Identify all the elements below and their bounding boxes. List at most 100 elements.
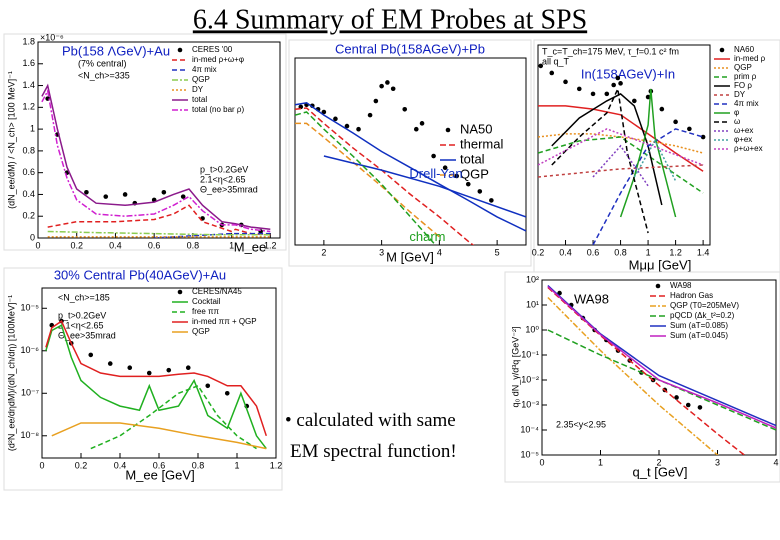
chart-title: In(158AGeV)+In bbox=[581, 66, 675, 81]
legend-label: DY bbox=[734, 90, 746, 99]
data-point bbox=[122, 192, 128, 197]
legend-label: Hadron Gas bbox=[670, 291, 713, 300]
data-point bbox=[402, 106, 408, 112]
data-point bbox=[538, 63, 544, 69]
y-tick-label: 10⁻⁶ bbox=[21, 345, 40, 355]
line-label: charm bbox=[409, 229, 445, 244]
data-point bbox=[107, 361, 113, 366]
x-tick-label: 0.8 bbox=[192, 460, 205, 470]
data-point bbox=[166, 367, 172, 373]
x-tick-label: 1 bbox=[646, 247, 651, 257]
series-line bbox=[41, 83, 271, 231]
data-point bbox=[645, 94, 651, 100]
y-tick-label: 1.6 bbox=[22, 58, 35, 68]
series-line bbox=[323, 155, 526, 218]
data-point bbox=[700, 134, 706, 140]
data-point bbox=[674, 395, 679, 400]
data-point bbox=[373, 98, 379, 104]
legend-label: in-med ππ + QGP bbox=[192, 317, 257, 326]
plot-frame bbox=[537, 44, 711, 246]
series-line bbox=[633, 139, 677, 182]
annotation: p_t>0.2GeV bbox=[200, 164, 248, 174]
legend-label: Cocktail bbox=[192, 297, 221, 306]
series-line bbox=[295, 111, 437, 245]
data-point bbox=[333, 116, 338, 122]
chart-panel bbox=[533, 39, 780, 275]
y-tick-label: 10⁻⁴ bbox=[520, 424, 539, 434]
annotation: 2.1<η<2.65 bbox=[58, 320, 104, 330]
legend-label: WA98 bbox=[670, 281, 692, 290]
y-tick-label: 10⁰ bbox=[525, 324, 539, 334]
x-tick-label: 0.4 bbox=[114, 460, 127, 470]
annotation: (7% central) bbox=[78, 58, 127, 68]
chart-title: Pb(158 ΛGeV)+Au bbox=[62, 43, 170, 58]
legend-label: QGP bbox=[460, 166, 489, 181]
annotation: Θ_ee>35mrad bbox=[58, 330, 116, 340]
legend-label: Sum (aT=0.045) bbox=[670, 331, 728, 340]
legend-label: NA60 bbox=[734, 45, 755, 54]
data-point bbox=[618, 81, 623, 86]
series-line bbox=[295, 102, 526, 232]
legend-label: ω bbox=[734, 117, 740, 126]
chart-panel bbox=[288, 39, 532, 267]
y-tick-label: 10¹ bbox=[526, 299, 539, 309]
x-tick-label: 0 bbox=[39, 460, 44, 470]
data-point bbox=[390, 86, 396, 92]
x-axis-label: M_ee bbox=[234, 239, 267, 254]
legend-label: total bbox=[192, 95, 207, 104]
series-line bbox=[551, 86, 649, 234]
series-line bbox=[592, 144, 649, 187]
chart-title: 30% Central Pb(40AGeV)+Au bbox=[54, 267, 226, 282]
y-tick-label: 10⁻¹ bbox=[521, 349, 539, 359]
legend-label: φ+ex bbox=[734, 135, 752, 144]
data-point bbox=[590, 91, 596, 97]
x-tick-label: 2 bbox=[656, 457, 661, 467]
x-tick-label: 0.2 bbox=[70, 240, 83, 250]
x-tick-label: 1.2 bbox=[270, 460, 283, 470]
data-point bbox=[161, 189, 167, 195]
legend-label: 4π mix bbox=[734, 99, 759, 108]
series-line bbox=[538, 105, 704, 172]
data-point bbox=[697, 405, 703, 410]
data-point bbox=[356, 126, 361, 132]
plot-area bbox=[41, 83, 271, 238]
plot-frame bbox=[294, 57, 527, 246]
legend-label: QGP (T0=205MeV) bbox=[670, 301, 739, 310]
x-tick-label: 5 bbox=[495, 247, 500, 257]
data-point bbox=[632, 98, 637, 104]
x-axis-label: M [GeV] bbox=[386, 249, 434, 264]
legend-label: QGP bbox=[192, 327, 210, 336]
x-tick-label: 1.2 bbox=[264, 240, 277, 250]
y-tick-label: 1.2 bbox=[22, 102, 35, 112]
series-line bbox=[47, 204, 271, 236]
y-tick-label: 0 bbox=[30, 232, 35, 242]
data-point bbox=[180, 194, 186, 199]
series-line bbox=[538, 164, 704, 178]
series-line bbox=[90, 384, 257, 450]
series-line bbox=[538, 136, 704, 194]
x-axis-label: q_t [GeV] bbox=[633, 464, 688, 479]
legend-label: QGP bbox=[192, 75, 210, 84]
note-line: EM spectral function! bbox=[290, 441, 457, 462]
y-tick-label: 1.4 bbox=[22, 80, 35, 90]
annotation: all q_T bbox=[542, 56, 570, 66]
legend-label: in-med ρ+ω+φ bbox=[192, 55, 244, 64]
data-point bbox=[344, 123, 350, 129]
data-point bbox=[419, 121, 425, 126]
annotation: ×10⁻⁶ bbox=[40, 32, 64, 42]
data-point bbox=[367, 112, 373, 118]
data-point bbox=[205, 383, 211, 389]
legend-marker bbox=[445, 127, 451, 133]
y-tick-label: 10⁻⁵ bbox=[21, 303, 40, 313]
x-tick-label: 1 bbox=[234, 460, 239, 470]
data-point bbox=[549, 70, 555, 76]
legend-label: ω+ex bbox=[734, 126, 753, 135]
x-tick-label: 0 bbox=[35, 240, 40, 250]
x-tick-label: 1 bbox=[598, 457, 603, 467]
legend-label: free ππ bbox=[192, 307, 220, 316]
legend-label: prim ρ bbox=[734, 72, 757, 81]
data-point bbox=[604, 91, 610, 97]
data-point bbox=[465, 181, 471, 187]
y-axis-label: (d²N_ee/dηdM)/(dN_ch/dη) [100MeV]⁻¹ bbox=[6, 295, 16, 451]
annotation: <N_ch>=185 bbox=[58, 292, 110, 302]
